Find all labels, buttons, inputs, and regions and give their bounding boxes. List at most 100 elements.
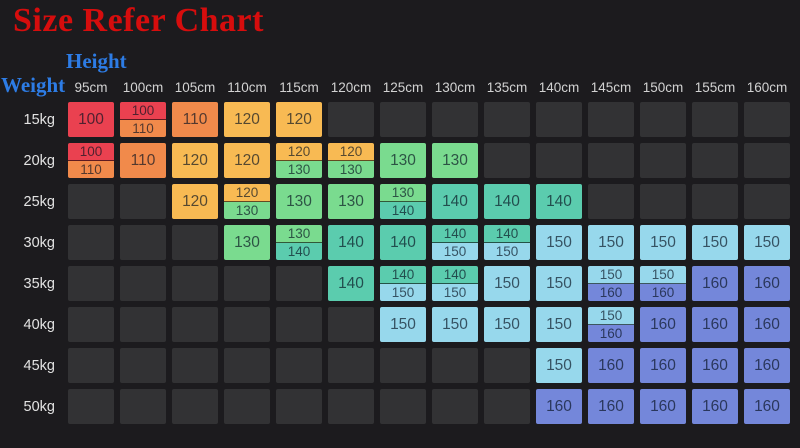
- cell-30kg-160cm: 150: [744, 225, 790, 260]
- cell-20kg-100cm: 110: [120, 143, 166, 178]
- cell-half-150: 150: [432, 243, 478, 260]
- cell-15kg-155cm: [692, 102, 738, 137]
- cell-25kg-135cm: 140: [484, 184, 530, 219]
- cell-half-110: 110: [120, 120, 166, 137]
- cell-15kg-135cm: [484, 102, 530, 137]
- cell-30kg-125cm: 140: [380, 225, 426, 260]
- cell-half-140: 140: [276, 243, 322, 260]
- cell-15kg-100cm: 100 110: [120, 102, 166, 137]
- page-title: Size Refer Chart: [13, 2, 264, 39]
- cell-35kg-115cm: [276, 266, 322, 301]
- cell-half-100: 100: [120, 102, 166, 120]
- cell-25kg-140cm: 140: [536, 184, 582, 219]
- cell-35kg-110cm: [224, 266, 270, 301]
- cell-35kg-120cm: 140: [328, 266, 374, 301]
- cell-half-140: 140: [432, 266, 478, 284]
- cell-40kg-155cm: 160: [692, 307, 738, 342]
- cell-15kg-130cm: [432, 102, 478, 137]
- row-label-20kg: 20kg: [23, 152, 55, 169]
- cell-30kg-140cm: 150: [536, 225, 582, 260]
- cell-half-130: 130: [276, 225, 322, 243]
- cell-30kg-100cm: [120, 225, 166, 260]
- cell-50kg-110cm: [224, 389, 270, 424]
- cell-20kg-115cm: 120 130: [276, 143, 322, 178]
- cell-25kg-115cm: 130: [276, 184, 322, 219]
- col-header-105cm: 105cm: [174, 80, 216, 95]
- cell-40kg-120cm: [328, 307, 374, 342]
- cell-45kg-110cm: [224, 348, 270, 383]
- cell-50kg-150cm: 160: [640, 389, 686, 424]
- cell-25kg-120cm: 130: [328, 184, 374, 219]
- cell-half-150: 150: [380, 284, 426, 301]
- cell-20kg-155cm: [692, 143, 738, 178]
- cell-15kg-95cm: 100: [68, 102, 114, 137]
- cell-half-120: 120: [224, 184, 270, 202]
- cell-35kg-145cm: 150 160: [588, 266, 634, 301]
- cell-30kg-95cm: [68, 225, 114, 260]
- row-label-50kg: 50kg: [23, 398, 55, 415]
- cell-25kg-155cm: [692, 184, 738, 219]
- col-header-150cm: 150cm: [642, 80, 684, 95]
- cell-20kg-105cm: 120: [172, 143, 218, 178]
- cell-15kg-105cm: 110: [172, 102, 218, 137]
- cell-45kg-135cm: [484, 348, 530, 383]
- cell-25kg-105cm: 120: [172, 184, 218, 219]
- cell-half-140: 140: [380, 266, 426, 284]
- cell-40kg-150cm: 160: [640, 307, 686, 342]
- cell-25kg-95cm: [68, 184, 114, 219]
- cell-45kg-155cm: 160: [692, 348, 738, 383]
- row-label-15kg: 15kg: [23, 111, 55, 128]
- cell-half-140: 140: [484, 225, 530, 243]
- cell-50kg-125cm: [380, 389, 426, 424]
- cell-25kg-150cm: [640, 184, 686, 219]
- col-header-95cm: 95cm: [74, 80, 108, 95]
- cell-half-150: 150: [484, 243, 530, 260]
- cell-50kg-145cm: 160: [588, 389, 634, 424]
- cell-25kg-160cm: [744, 184, 790, 219]
- cell-20kg-95cm: 100 110: [68, 143, 114, 178]
- cell-20kg-130cm: 130: [432, 143, 478, 178]
- cell-30kg-110cm: 130: [224, 225, 270, 260]
- cell-40kg-110cm: [224, 307, 270, 342]
- cell-30kg-135cm: 140 150: [484, 225, 530, 260]
- cell-30kg-130cm: 140 150: [432, 225, 478, 260]
- cell-half-130: 130: [328, 161, 374, 178]
- cell-35kg-135cm: 150: [484, 266, 530, 301]
- cell-50kg-120cm: [328, 389, 374, 424]
- cell-45kg-130cm: [432, 348, 478, 383]
- cell-25kg-130cm: 140: [432, 184, 478, 219]
- cell-40kg-140cm: 150: [536, 307, 582, 342]
- cell-15kg-140cm: [536, 102, 582, 137]
- cell-50kg-160cm: 160: [744, 389, 790, 424]
- cell-half-160: 160: [588, 284, 634, 301]
- cell-20kg-120cm: 120 130: [328, 143, 374, 178]
- cell-35kg-150cm: 150 160: [640, 266, 686, 301]
- cell-25kg-100cm: [120, 184, 166, 219]
- col-header-140cm: 140cm: [538, 80, 580, 95]
- cell-20kg-145cm: [588, 143, 634, 178]
- cell-25kg-125cm: 130 140: [380, 184, 426, 219]
- cell-30kg-120cm: 140: [328, 225, 374, 260]
- cell-15kg-145cm: [588, 102, 634, 137]
- cell-25kg-145cm: [588, 184, 634, 219]
- row-label-30kg: 30kg: [23, 234, 55, 251]
- col-header-155cm: 155cm: [694, 80, 736, 95]
- cell-50kg-130cm: [432, 389, 478, 424]
- cell-35kg-130cm: 140 150: [432, 266, 478, 301]
- cell-35kg-105cm: [172, 266, 218, 301]
- cell-25kg-110cm: 120 130: [224, 184, 270, 219]
- col-header-125cm: 125cm: [382, 80, 424, 95]
- cell-half-120: 120: [276, 143, 322, 161]
- cell-40kg-100cm: [120, 307, 166, 342]
- cell-50kg-95cm: [68, 389, 114, 424]
- cell-30kg-155cm: 150: [692, 225, 738, 260]
- cell-half-130: 130: [224, 202, 270, 219]
- cell-35kg-95cm: [68, 266, 114, 301]
- cell-50kg-115cm: [276, 389, 322, 424]
- cell-40kg-105cm: [172, 307, 218, 342]
- cell-15kg-160cm: [744, 102, 790, 137]
- size-table: 95cm 100cm 105cm 110cm 115cm 120cm 125cm 130cm 1…: [6, 78, 790, 424]
- cell-50kg-155cm: 160: [692, 389, 738, 424]
- cell-15kg-110cm: 120: [224, 102, 270, 137]
- cell-half-100: 100: [68, 143, 114, 161]
